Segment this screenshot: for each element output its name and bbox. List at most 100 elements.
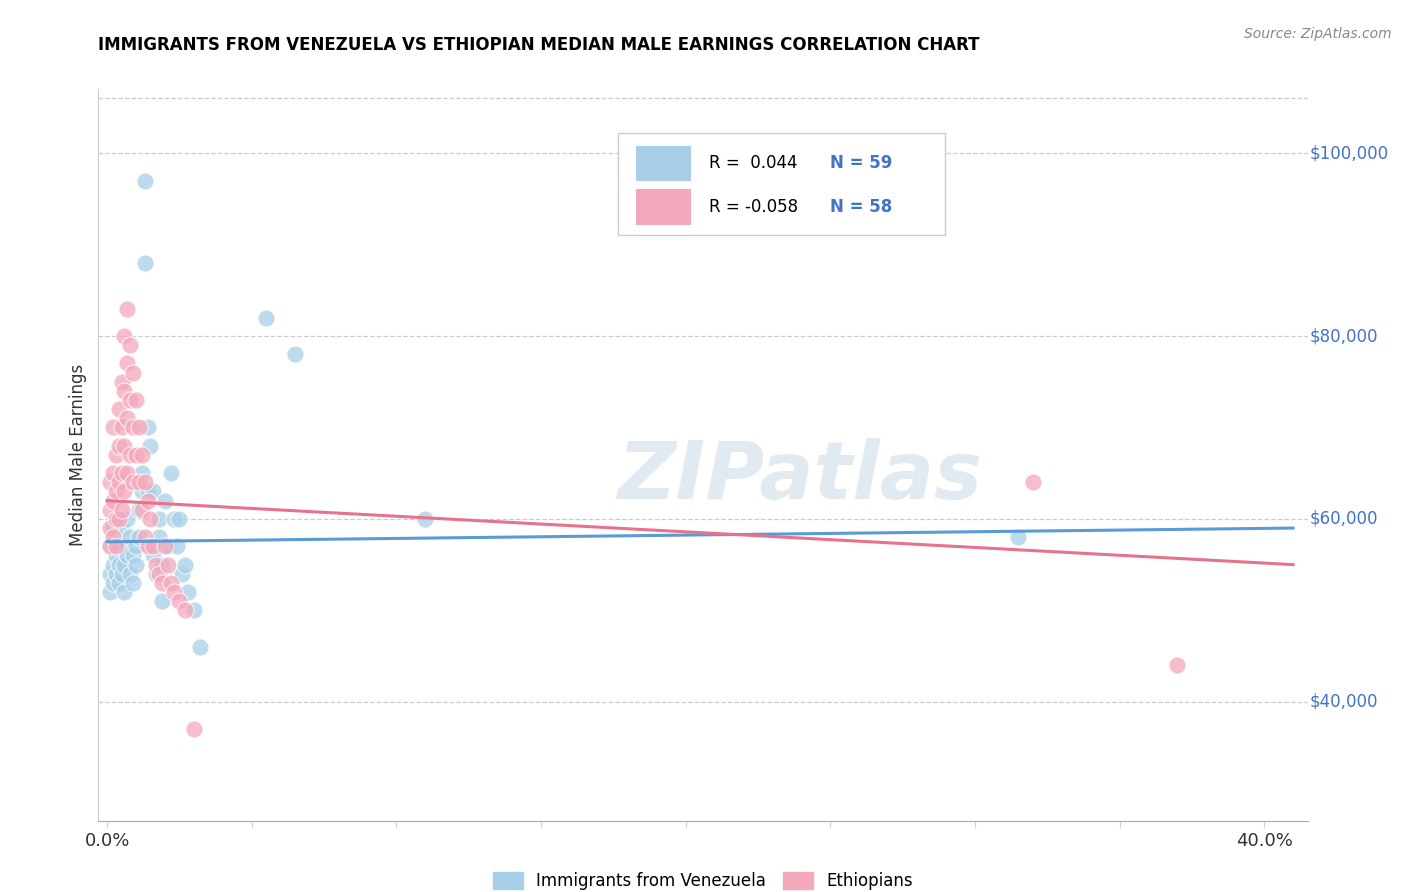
Point xyxy=(174,603,197,617)
Point xyxy=(114,585,136,599)
Point xyxy=(101,521,124,535)
Point xyxy=(134,256,156,270)
Point xyxy=(98,503,121,517)
Point xyxy=(125,392,148,407)
Point xyxy=(159,576,181,591)
Point xyxy=(104,484,127,499)
Point xyxy=(148,512,170,526)
Point xyxy=(142,484,165,499)
Point xyxy=(110,503,132,517)
Point xyxy=(122,549,145,563)
Point xyxy=(131,503,153,517)
Point xyxy=(169,594,191,608)
Point xyxy=(122,576,145,591)
Point xyxy=(107,402,129,417)
Point xyxy=(104,530,127,544)
Point xyxy=(1166,658,1188,673)
Point xyxy=(114,329,136,343)
Point xyxy=(159,466,181,480)
Text: ZIPatlas: ZIPatlas xyxy=(617,438,983,516)
Point xyxy=(110,521,132,535)
Point xyxy=(107,576,129,591)
Point xyxy=(150,576,173,591)
Point xyxy=(114,384,136,398)
Point xyxy=(101,558,124,572)
Point xyxy=(131,466,153,480)
Point xyxy=(131,484,153,499)
Point xyxy=(122,475,145,490)
Point xyxy=(166,539,188,553)
Point xyxy=(128,420,150,434)
Point xyxy=(413,512,436,526)
Point xyxy=(117,512,139,526)
Legend: Immigrants from Venezuela, Ethiopians: Immigrants from Venezuela, Ethiopians xyxy=(486,865,920,892)
Point xyxy=(98,566,121,581)
Point xyxy=(104,566,127,581)
Point xyxy=(117,411,139,425)
FancyBboxPatch shape xyxy=(637,189,690,225)
FancyBboxPatch shape xyxy=(619,133,945,235)
Point xyxy=(153,493,176,508)
Point xyxy=(104,512,127,526)
Point xyxy=(107,439,129,453)
Point xyxy=(134,530,156,544)
Point xyxy=(128,530,150,544)
Point xyxy=(107,512,129,526)
Point xyxy=(172,566,194,581)
Point xyxy=(117,466,139,480)
Point xyxy=(177,585,200,599)
Point xyxy=(254,310,277,325)
Point xyxy=(125,448,148,462)
Point xyxy=(114,439,136,453)
Y-axis label: Median Male Earnings: Median Male Earnings xyxy=(69,364,87,546)
Point xyxy=(162,512,184,526)
Text: IMMIGRANTS FROM VENEZUELA VS ETHIOPIAN MEDIAN MALE EARNINGS CORRELATION CHART: IMMIGRANTS FROM VENEZUELA VS ETHIOPIAN M… xyxy=(98,36,980,54)
Point xyxy=(110,466,132,480)
Point xyxy=(136,539,159,553)
Point xyxy=(1022,475,1045,490)
Point xyxy=(134,173,156,188)
Point xyxy=(156,558,179,572)
Point xyxy=(136,420,159,434)
Point xyxy=(98,539,121,553)
Point xyxy=(183,723,205,737)
Point xyxy=(134,475,156,490)
Text: Source: ZipAtlas.com: Source: ZipAtlas.com xyxy=(1244,27,1392,41)
Point xyxy=(125,539,148,553)
Text: $40,000: $40,000 xyxy=(1310,693,1378,711)
Point xyxy=(188,640,211,654)
Point xyxy=(150,558,173,572)
Point xyxy=(101,420,124,434)
Point xyxy=(98,539,121,553)
Text: $100,000: $100,000 xyxy=(1310,145,1389,162)
Point xyxy=(98,475,121,490)
Point xyxy=(150,594,173,608)
Point xyxy=(139,539,162,553)
Point xyxy=(120,566,142,581)
Point xyxy=(101,493,124,508)
Point xyxy=(169,512,191,526)
Point xyxy=(107,558,129,572)
Text: R = -0.058: R = -0.058 xyxy=(709,198,799,216)
Point xyxy=(156,539,179,553)
Point xyxy=(117,356,139,371)
Point xyxy=(139,512,162,526)
Point xyxy=(148,566,170,581)
Point xyxy=(98,521,121,535)
Point xyxy=(136,493,159,508)
Text: $80,000: $80,000 xyxy=(1310,327,1378,345)
Point xyxy=(148,530,170,544)
Point xyxy=(107,539,129,553)
Point xyxy=(120,338,142,352)
Point xyxy=(162,585,184,599)
Point xyxy=(120,392,142,407)
Point xyxy=(104,448,127,462)
Point xyxy=(120,448,142,462)
Point xyxy=(1007,530,1029,544)
Point xyxy=(125,558,148,572)
Point xyxy=(101,539,124,553)
Point xyxy=(136,484,159,499)
Point xyxy=(145,558,167,572)
Point xyxy=(174,558,197,572)
Point xyxy=(101,530,124,544)
